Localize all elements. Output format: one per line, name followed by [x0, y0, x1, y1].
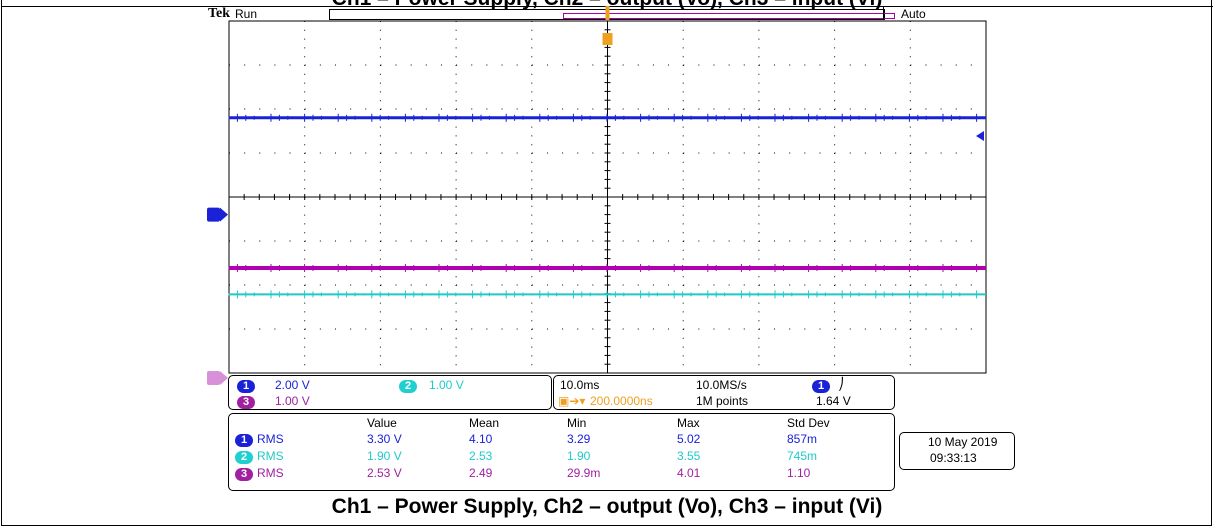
ch1-scale: 2.00 V — [275, 378, 310, 392]
row1-max: 5.02 — [677, 432, 701, 446]
ch3-ground-marker — [207, 371, 220, 385]
channel-scale-readout: 1 2.00 V 2 1.00 V 3 1.00 V — [228, 375, 552, 410]
row1-mean: 4.10 — [469, 432, 493, 446]
time-label: 09:33:13 — [930, 451, 977, 465]
ch3-ground-marker-arrow — [220, 371, 228, 385]
row1-channel-badge: 1 — [235, 434, 253, 447]
sample-rate: 10.0MS/s — [696, 378, 747, 392]
trigger-position-marker — [602, 33, 613, 45]
header-min: Min — [567, 416, 587, 430]
datetime-box: 10 May 2019 09:33:13 — [899, 432, 1015, 470]
trigger-level: 1.64 V — [816, 394, 851, 408]
row3-value: 2.53 V — [367, 466, 402, 480]
row1-value: 3.30 V — [367, 432, 402, 446]
row3-mean: 2.49 — [469, 466, 493, 480]
row3-std-dev: 1.10 — [787, 466, 811, 480]
ch1-ground-marker-arrow — [220, 207, 228, 222]
row2-type: RMS — [257, 449, 284, 463]
row3-channel-badge: 3 — [235, 468, 253, 481]
run-state: Run — [235, 7, 258, 21]
trigger-slope-icon: ⎠ — [838, 377, 844, 391]
trigger-mode: Auto — [883, 7, 986, 21]
row2-value: 1.90 V — [367, 449, 402, 463]
header-mean: Mean — [469, 416, 500, 430]
trigger-delay: 200.0000ns — [590, 394, 653, 408]
header-max: Max — [677, 416, 700, 430]
record-window — [563, 13, 895, 19]
trigger-position-top — [605, 6, 610, 20]
trigger-delay-icon: ▣➔▾ — [558, 394, 586, 408]
figure-top-caption: Ch1 – Power Supply, Ch2 – output (Vo), C… — [0, 0, 1214, 11]
brand-logo: Tek — [208, 6, 231, 21]
row3-type: RMS — [257, 466, 284, 480]
header-std-dev: Std Dev — [787, 416, 830, 430]
record-length: 1M points — [696, 394, 749, 408]
ch3-badge: 3 — [237, 396, 255, 409]
row3-min: 29.9m — [567, 466, 601, 480]
ch1-badge: 1 — [237, 380, 255, 393]
row1-std-dev: 857m — [787, 432, 818, 446]
trigger-channel-badge: 1 — [812, 380, 830, 393]
ch1-ground-marker — [207, 207, 220, 222]
row1-type: RMS — [257, 432, 284, 446]
trigger-level-arrow — [976, 131, 984, 141]
row2-min: 1.90 — [567, 449, 591, 463]
row3-max: 4.01 — [677, 466, 701, 480]
row2-std-dev: 745m — [787, 449, 818, 463]
row2-max: 3.55 — [677, 449, 701, 463]
date-label: 10 May 2019 — [928, 435, 998, 449]
ch2-badge: 2 — [399, 380, 417, 393]
measurement-table: Value Mean Min Max Std Dev 1 RMS 3.30 V … — [228, 413, 895, 491]
row2-mean: 2.53 — [469, 449, 493, 463]
row2-channel-badge: 2 — [235, 451, 253, 464]
timebase-readout: 10.0ms 10.0MS/s 1 ⎠ ▣➔▾ 200.0000ns 1M po… — [553, 375, 895, 410]
figure-caption: Ch1 – Power Supply, Ch2 – output (Vo), C… — [331, 495, 883, 518]
ch2-scale: 1.00 V — [429, 378, 464, 392]
header-value: Value — [367, 416, 397, 430]
ch3-scale: 1.00 V — [275, 394, 310, 408]
row1-min: 3.29 — [567, 432, 591, 446]
time-per-div: 10.0ms — [560, 378, 600, 392]
